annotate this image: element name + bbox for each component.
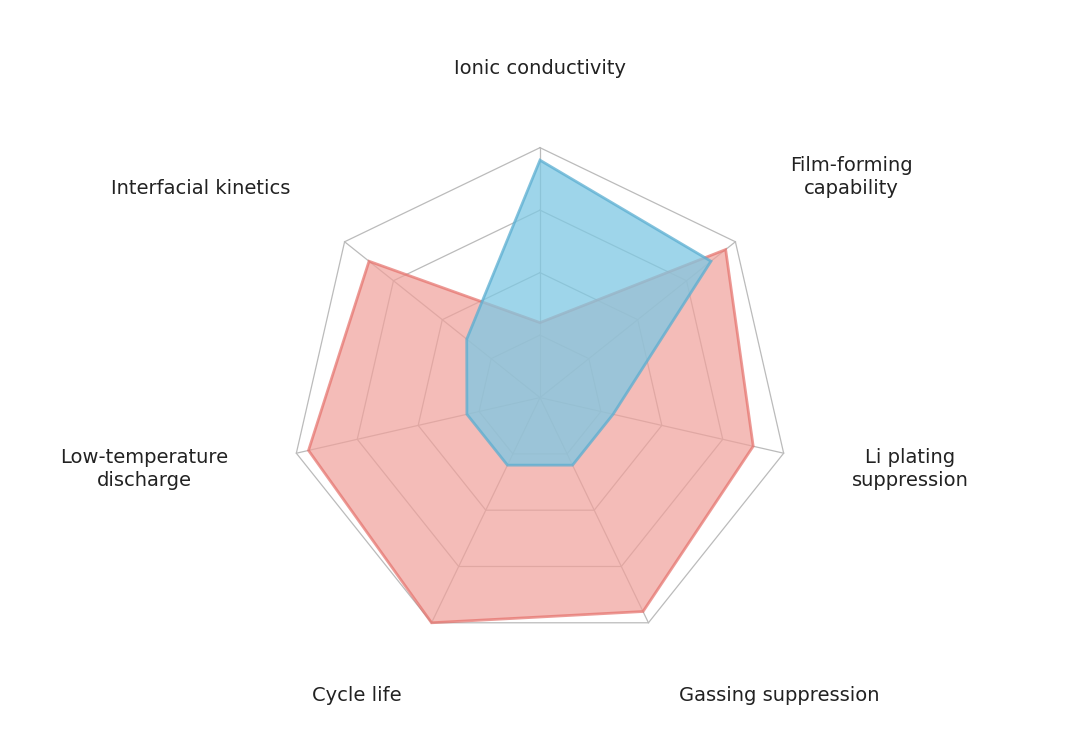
Text: Li plating
suppression: Li plating suppression [852,448,969,490]
Text: Cycle life: Cycle life [311,686,401,705]
Polygon shape [309,249,753,623]
Text: Low-temperature
discharge: Low-temperature discharge [60,448,228,490]
Text: Ionic conductivity: Ionic conductivity [454,59,626,78]
Text: Gassing suppression: Gassing suppression [679,686,879,705]
Polygon shape [467,160,711,465]
Text: Interfacial kinetics: Interfacial kinetics [110,179,289,198]
Text: Film-forming
capability: Film-forming capability [791,155,913,198]
